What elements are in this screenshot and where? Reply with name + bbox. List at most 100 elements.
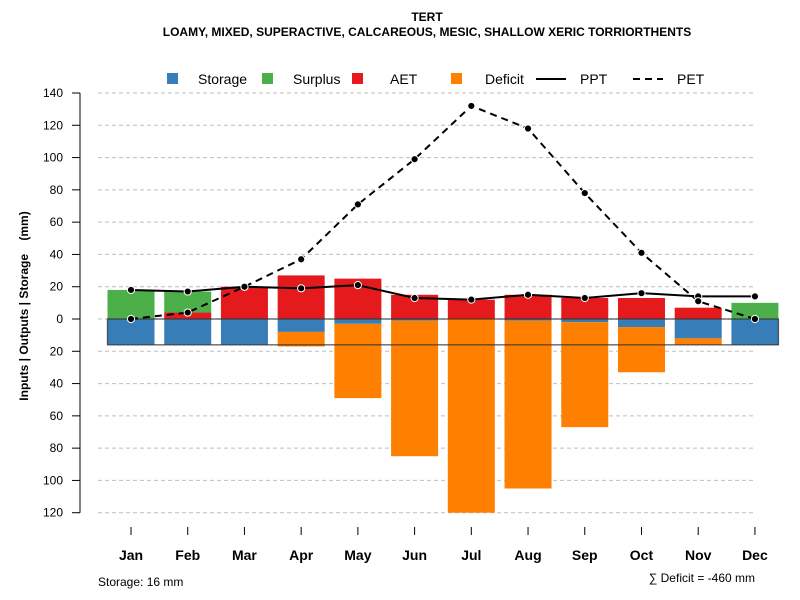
aet-bar: [561, 298, 609, 319]
x-tick-label: May: [344, 547, 371, 563]
aet-bar: [617, 298, 665, 319]
deficit-bar: [561, 322, 609, 428]
storage-bar: [731, 319, 779, 345]
storage-bar: [164, 319, 212, 345]
x-tick-label: Dec: [742, 547, 768, 563]
y-tick-label: 100: [43, 473, 63, 487]
storage-bar: [504, 319, 552, 321]
x-tick-label: Mar: [232, 547, 257, 563]
x-tick-label: Sep: [572, 547, 598, 563]
y-tick-label: 80: [50, 183, 64, 197]
deficit-bar: [447, 319, 495, 513]
surplus-bar: [164, 291, 212, 313]
pet-point: [637, 248, 646, 257]
pet-point: [126, 314, 136, 324]
chart-subtitle: LOAMY, MIXED, SUPERACTIVE, CALCAREOUS, M…: [163, 25, 691, 39]
y-tick-label: 60: [50, 215, 64, 229]
ppt-point: [297, 284, 306, 293]
legend-swatch-surplus: [262, 73, 273, 84]
legend: Storage Surplus AET Deficit PPT PET: [167, 71, 705, 87]
aet-bar: [447, 299, 495, 319]
storage-bar: [674, 319, 722, 339]
storage-bar: [617, 319, 665, 328]
deficit-bar: [504, 320, 552, 489]
ppt-point: [353, 281, 362, 290]
pet-point: [580, 188, 589, 198]
pet-point: [467, 101, 476, 111]
surplus-bar: [107, 289, 155, 319]
x-tick-label: Jan: [119, 547, 143, 563]
ppt-point: [410, 293, 419, 303]
x-tick-label: Jun: [402, 547, 427, 563]
deficit-bar: [334, 323, 382, 399]
lines: [126, 101, 760, 324]
deficit-bar: [674, 338, 722, 345]
pet-point: [410, 155, 419, 164]
legend-label-surplus: Surplus: [293, 71, 340, 87]
ppt-line: [130, 284, 755, 301]
pet-point: [353, 200, 362, 209]
x-axis: Jan Feb Mar Apr May Jun Jul Aug Sep Oct Nov Dec: [119, 527, 768, 563]
storage-frame: [106, 318, 780, 346]
x-tick-label: Oct: [630, 547, 654, 563]
ppt-point: [523, 290, 533, 299]
x-tick-label: Nov: [685, 547, 712, 563]
legend-swatch-storage: [167, 73, 178, 84]
pet-point: [183, 308, 192, 317]
storage-bar: [391, 319, 439, 321]
storage-bar: [561, 319, 609, 323]
storage-bar: [107, 319, 155, 345]
ppt-point: [126, 285, 136, 295]
y-tick-label: 140: [43, 86, 63, 100]
x-tick-label: Feb: [175, 547, 200, 563]
legend-swatch-deficit: [451, 73, 462, 84]
y-tick-label: 20: [50, 344, 64, 358]
storage-bar: [220, 319, 268, 345]
x-tick-label: Apr: [289, 547, 314, 563]
y-tick-label: 40: [50, 377, 64, 391]
aet-bar: [220, 286, 268, 319]
pet-point: [240, 282, 249, 291]
y-tick-label: 120: [43, 118, 63, 132]
pet-point: [297, 255, 306, 264]
legend-label-deficit: Deficit: [485, 71, 524, 87]
y-tick-label: 100: [43, 151, 63, 165]
x-tick-label: Aug: [514, 547, 541, 563]
legend-label-aet: AET: [390, 71, 418, 87]
aet-bar: [674, 307, 722, 319]
y-axis-label: Inputs | Outputs | Storage (mm): [17, 211, 31, 400]
storage-note: Storage: 16 mm: [98, 575, 183, 589]
y-tick-label: 60: [50, 409, 64, 423]
y-tick-label: 20: [50, 280, 64, 294]
pet-point: [523, 124, 533, 133]
ppt-point: [580, 293, 589, 303]
aet-bar: [277, 275, 325, 319]
legend-swatch-aet: [352, 73, 363, 84]
deficit-bar: [617, 327, 665, 373]
storage-bar: [277, 319, 325, 332]
storage-capacity-box: [106, 318, 780, 346]
storage-bar: [334, 319, 382, 324]
pet-point: [750, 314, 760, 324]
ppt-point: [750, 292, 760, 301]
y-tick-label: 0: [56, 312, 63, 326]
ppt-point: [467, 295, 476, 304]
legend-label-ppt: PPT: [580, 71, 608, 87]
deficit-bar: [391, 320, 439, 457]
chart-title: TERT: [411, 10, 443, 24]
y-tick-label: 40: [50, 247, 64, 261]
y-axis: 140 120 100 80 60 40 20 0 20 40 60 80 100 120: [43, 86, 81, 520]
legend-label-storage: Storage: [198, 71, 247, 87]
y-tick-label: 80: [50, 441, 64, 455]
ppt-point: [183, 287, 192, 296]
legend-label-pet: PET: [677, 71, 705, 87]
bars: [107, 275, 779, 513]
y-tick-label: 120: [43, 506, 63, 520]
deficit-bar: [277, 331, 325, 347]
x-tick-label: Jul: [461, 547, 481, 563]
pet-point: [694, 297, 703, 306]
ppt-point: [637, 289, 646, 298]
deficit-sum: ∑ Deficit = -460 mm: [649, 571, 755, 585]
pet-line: [130, 104, 756, 320]
